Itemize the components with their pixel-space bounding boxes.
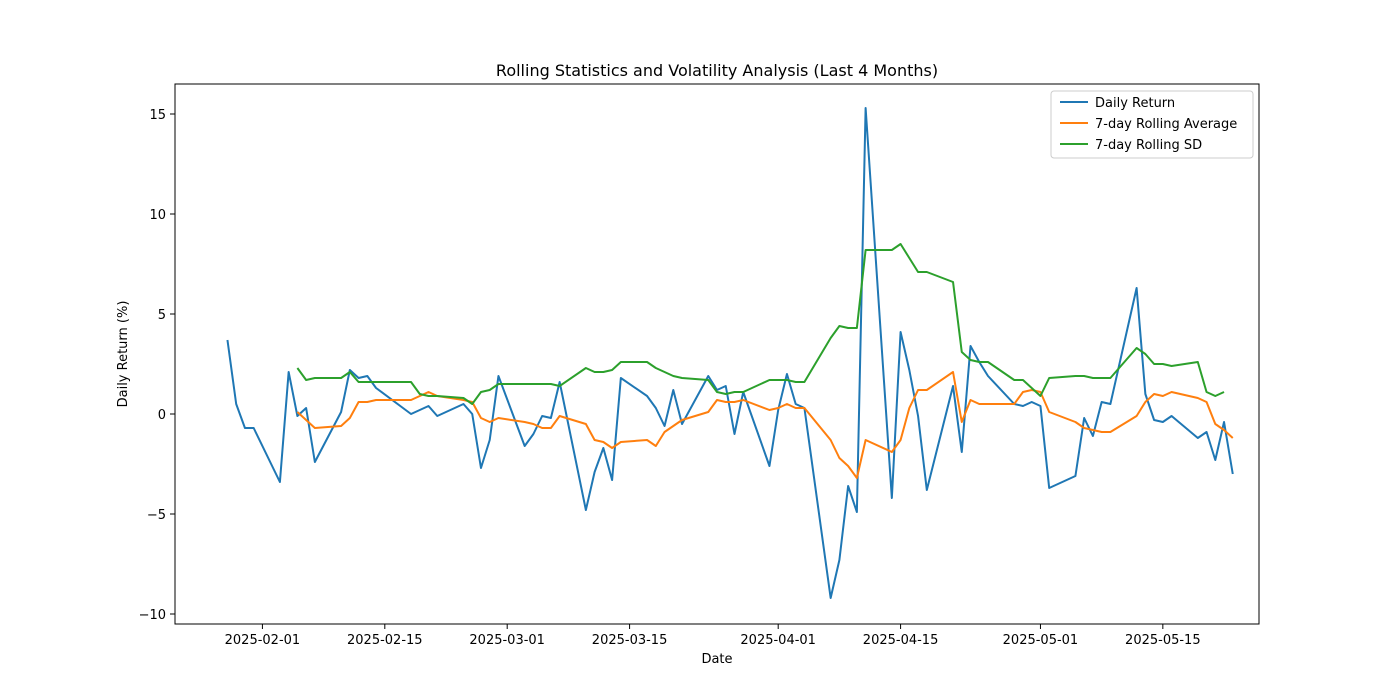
x-axis: 2025-02-01 2025-02-15 2025-03-01 2025-03-15…: [225, 624, 1201, 648]
series-line-3: [296, 243, 1225, 405]
x-tick-label: 2025-04-01: [740, 633, 816, 648]
x-axis-label: Date: [701, 652, 732, 667]
x-tick-label: 2025-02-15: [347, 633, 423, 648]
x-tick-label: 2025-05-01: [1003, 633, 1079, 648]
x-tick-label: 2025-02-01: [225, 633, 301, 648]
legend: Daily Return 7-day Rolling Average 7-day R…: [1050, 90, 1254, 159]
y-tick-label: 10: [149, 208, 166, 223]
legend-label-1: Daily Return: [1095, 96, 1175, 111]
y-tick-label: 15: [149, 108, 166, 123]
legend-box: [1050, 90, 1254, 159]
chart-title: Rolling Statistics and Volatility Analys…: [496, 61, 938, 80]
x-tick-label: 2025-05-15: [1125, 633, 1201, 648]
series-line-1: [226, 107, 1234, 599]
series-line-2: [296, 371, 1234, 479]
y-tick-label: 0: [158, 408, 166, 423]
y-tick-label: −10: [139, 608, 166, 623]
x-tick-label: 2025-03-15: [592, 633, 668, 648]
x-tick-label: 2025-04-15: [863, 633, 939, 648]
plot-frame: [174, 83, 1260, 625]
plot-area: [226, 107, 1234, 599]
y-axis-label: Daily Return (%): [116, 301, 131, 408]
y-tick-label: −5: [147, 508, 166, 523]
y-axis: −10 −5 0 5 10 15: [139, 108, 175, 623]
x-tick-label: 2025-03-01: [469, 633, 545, 648]
legend-label-3: 7-day Rolling SD: [1095, 138, 1202, 153]
legend-label-2: 7-day Rolling Average: [1095, 117, 1237, 132]
y-tick-label: 5: [158, 308, 166, 323]
